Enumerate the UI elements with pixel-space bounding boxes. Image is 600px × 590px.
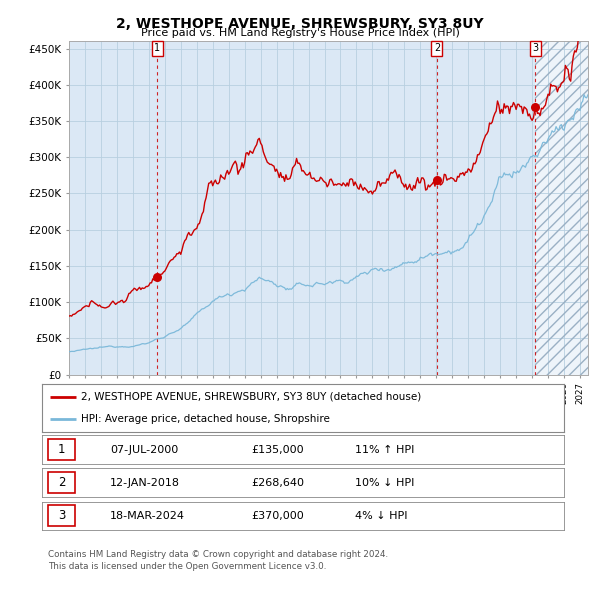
Text: 10% ↓ HPI: 10% ↓ HPI	[355, 478, 415, 487]
Bar	[535, 41, 588, 375]
Text: Contains HM Land Registry data © Crown copyright and database right 2024.
This d: Contains HM Land Registry data © Crown c…	[48, 550, 388, 571]
Text: 2, WESTHOPE AVENUE, SHREWSBURY, SY3 8UY (detached house): 2, WESTHOPE AVENUE, SHREWSBURY, SY3 8UY …	[81, 392, 421, 402]
Text: £370,000: £370,000	[251, 511, 304, 520]
Text: 3: 3	[532, 43, 539, 53]
Text: 07-JUL-2000: 07-JUL-2000	[110, 445, 178, 454]
Text: 18-MAR-2024: 18-MAR-2024	[110, 511, 185, 520]
FancyBboxPatch shape	[48, 439, 76, 460]
Text: 11% ↑ HPI: 11% ↑ HPI	[355, 445, 415, 454]
Text: 1: 1	[58, 443, 65, 456]
Text: 1: 1	[154, 43, 160, 53]
FancyBboxPatch shape	[48, 472, 76, 493]
FancyBboxPatch shape	[48, 505, 76, 526]
Text: Price paid vs. HM Land Registry's House Price Index (HPI): Price paid vs. HM Land Registry's House …	[140, 28, 460, 38]
Text: HPI: Average price, detached house, Shropshire: HPI: Average price, detached house, Shro…	[81, 414, 330, 424]
Text: £268,640: £268,640	[251, 478, 304, 487]
Text: £135,000: £135,000	[251, 445, 304, 454]
Text: 2: 2	[58, 476, 65, 489]
Text: 12-JAN-2018: 12-JAN-2018	[110, 478, 180, 487]
Text: 4% ↓ HPI: 4% ↓ HPI	[355, 511, 408, 520]
Text: 2, WESTHOPE AVENUE, SHREWSBURY, SY3 8UY: 2, WESTHOPE AVENUE, SHREWSBURY, SY3 8UY	[116, 17, 484, 31]
Bar	[535, 41, 588, 375]
Text: 3: 3	[58, 509, 65, 522]
Text: 2: 2	[434, 43, 440, 53]
